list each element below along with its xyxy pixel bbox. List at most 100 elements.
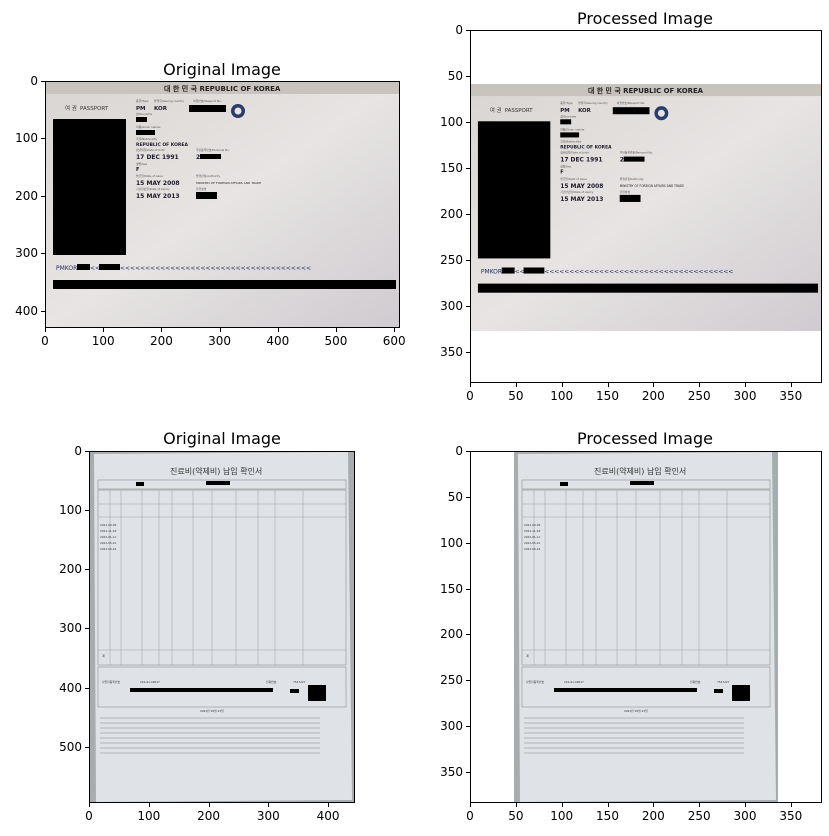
issue-value: 15 MAY 2008 xyxy=(136,180,180,187)
y-tick-mark xyxy=(466,680,470,682)
surname-label: 성/Surname xyxy=(136,112,152,116)
expiry-label: 기간만료일/Date of expiry xyxy=(560,190,594,194)
mrz-mid: << xyxy=(90,265,100,272)
receipt-title: 진료비(약제비) 납입 확인서 xyxy=(170,466,262,476)
expiry-value: 15 MAY 2013 xyxy=(560,196,603,203)
nationality-label: 국적/Nationality xyxy=(136,137,158,141)
x-tick-label: 200 xyxy=(641,809,665,823)
x-tick-mark xyxy=(699,383,701,387)
y-tick-mark xyxy=(466,451,470,452)
type-value: PM xyxy=(560,108,569,114)
y-tick-mark xyxy=(466,588,470,590)
given-label: 이름/Given names xyxy=(136,125,161,129)
issue-label: 발급일/Date of issue xyxy=(560,177,587,181)
y-tick-label: 100 xyxy=(15,131,38,146)
passport-header: 대 한 민 국 REPUBLIC OF KOREA xyxy=(588,86,704,95)
y-tick-label: 200 xyxy=(59,562,82,577)
y-tick-label: 0 xyxy=(74,444,82,458)
x-tick-label: 350 xyxy=(779,389,803,403)
phone-label: 전화번호 xyxy=(690,680,701,684)
x-tick-label: 200 xyxy=(149,334,173,348)
x-tick-mark xyxy=(561,383,563,387)
y-tick-mark xyxy=(466,726,470,727)
y-tick-label: 150 xyxy=(440,160,463,175)
x-tick-mark xyxy=(335,328,337,332)
x-tick-label: 100 xyxy=(137,809,161,823)
y-tick-label: 250 xyxy=(440,252,463,267)
x-tick-mark xyxy=(561,803,563,807)
country-value: KOR xyxy=(154,106,168,112)
x-tick-mark xyxy=(45,328,46,332)
y-tick-label: 250 xyxy=(440,673,463,688)
y-tick-label: 200 xyxy=(440,627,463,642)
y-tick-label: 100 xyxy=(440,535,463,550)
receipt-date: 2022-06-22 xyxy=(524,547,540,551)
y-tick-mark xyxy=(41,253,45,255)
y-tick-mark xyxy=(41,81,45,82)
y-tick-mark xyxy=(85,687,89,689)
x-tick-label: 350 xyxy=(779,809,803,823)
y-tick-label: 150 xyxy=(440,581,463,596)
x-tick-mark xyxy=(653,383,655,387)
passport-content: 대 한 민 국 REPUBLIC OF KOREA 여 권 PASSPORT 종류/T… xyxy=(471,84,821,331)
passport-image: 대 한 민 국 REPUBLIC OF KOREA 여 권 PASSPORT 종류/T… xyxy=(471,84,821,331)
y-tick-mark xyxy=(466,121,470,123)
receipt-date-line: 2022년 05월 23일 xyxy=(200,709,224,713)
y-tick-label: 200 xyxy=(15,188,38,203)
y-tick-mark xyxy=(466,351,470,353)
authority-value: MINISTRY OF FOREIGN AFFAIRS AND TRADE xyxy=(196,181,261,185)
country-value: KOR xyxy=(578,108,592,114)
personal-no-label: 주민등록번호/Personal No. xyxy=(620,151,653,155)
receipt-date: 2022-01-11 xyxy=(524,535,540,539)
y-tick-label: 100 xyxy=(440,114,463,129)
personal-no-label: 주민등록번호/Personal No. xyxy=(196,148,230,152)
y-tick-label: 0 xyxy=(455,444,463,458)
receipt-date: 2021-11-18 xyxy=(100,529,116,533)
x-tick-mark xyxy=(219,328,221,332)
mrz-start: PMKOR xyxy=(56,265,77,272)
passport-header: 대 한 민 국 REPUBLIC OF KOREA xyxy=(164,84,281,93)
x-tick-mark xyxy=(103,328,105,332)
x-tick-mark xyxy=(607,803,609,807)
x-tick-mark xyxy=(515,383,517,387)
receipt-date: 2021-11-18 xyxy=(524,529,540,533)
receipt-content: 진료비(약제비) 납입 확인서 2021-09-09 2021-11-18 2022-… xyxy=(90,452,354,802)
x-tick-mark xyxy=(394,328,396,332)
y-tick-label: 200 xyxy=(440,206,463,221)
image-axes: 대 한 민 국 REPUBLIC OF KOREA 여 권 PASSPORT 종류/T… xyxy=(45,81,400,328)
y-tick-mark xyxy=(466,542,470,544)
y-tick-label: 50 xyxy=(447,68,463,83)
mrz-start: PMKOR xyxy=(481,268,502,275)
x-tick-mark xyxy=(790,383,792,387)
nationality-value: REPUBLIC OF KOREA xyxy=(560,144,612,150)
chart-title: Original Image xyxy=(163,429,281,448)
sex-value: F xyxy=(136,167,139,173)
expiry-label: 기간만료일/Date of expiry xyxy=(136,187,170,191)
x-tick-mark xyxy=(653,803,655,807)
receipt-date: 2021-09-09 xyxy=(100,523,116,527)
y-tick-mark xyxy=(41,195,45,197)
photo-redaction xyxy=(477,121,551,259)
sex-label: 성별/Sex xyxy=(136,162,148,166)
x-tick-mark xyxy=(89,803,90,807)
x-tick-mark xyxy=(208,803,210,807)
sex-label: 성별/Sex xyxy=(560,165,571,169)
passport-image: 대 한 민 국 REPUBLIC OF KOREA 여 권 PASSPORT 종류/T… xyxy=(46,82,399,327)
nationality-value: REPUBLIC OF KOREA xyxy=(136,142,188,148)
x-tick-label: 100 xyxy=(550,809,574,823)
y-tick-label: 400 xyxy=(59,680,82,695)
y-tick-label: 300 xyxy=(15,246,38,261)
x-tick-label: 600 xyxy=(382,334,406,348)
receipt-date-line: 2022년 05월 23일 xyxy=(624,709,648,713)
image-axes: 대 한 민 국 REPUBLIC OF KOREA 여 권 PASSPORT 종류/T… xyxy=(470,30,822,383)
passport-no-label: 여권번호/Passport No. xyxy=(617,101,645,105)
receipt-content: 진료비(약제비) 납입 확인서 2021-09-09 2021-11-18 2022-… xyxy=(514,452,778,802)
authority-value: MINISTRY OF FOREIGN AFFAIRS AND TRADE xyxy=(620,184,684,188)
x-tick-mark xyxy=(277,328,279,332)
passport-content: 대 한 민 국 REPUBLIC OF KOREA 여 권 PASSPORT 종류/T… xyxy=(46,82,399,327)
receipt-date: 2022-06-22 xyxy=(100,547,116,551)
receipt-date: 2022-01-11 xyxy=(100,535,116,539)
receipt-total-label: 계 xyxy=(526,653,529,658)
x-tick-label: 400 xyxy=(266,334,290,348)
image-axes: 진료비(약제비) 납입 확인서 2021-09-09 2021-11-18 2022-… xyxy=(470,451,822,803)
